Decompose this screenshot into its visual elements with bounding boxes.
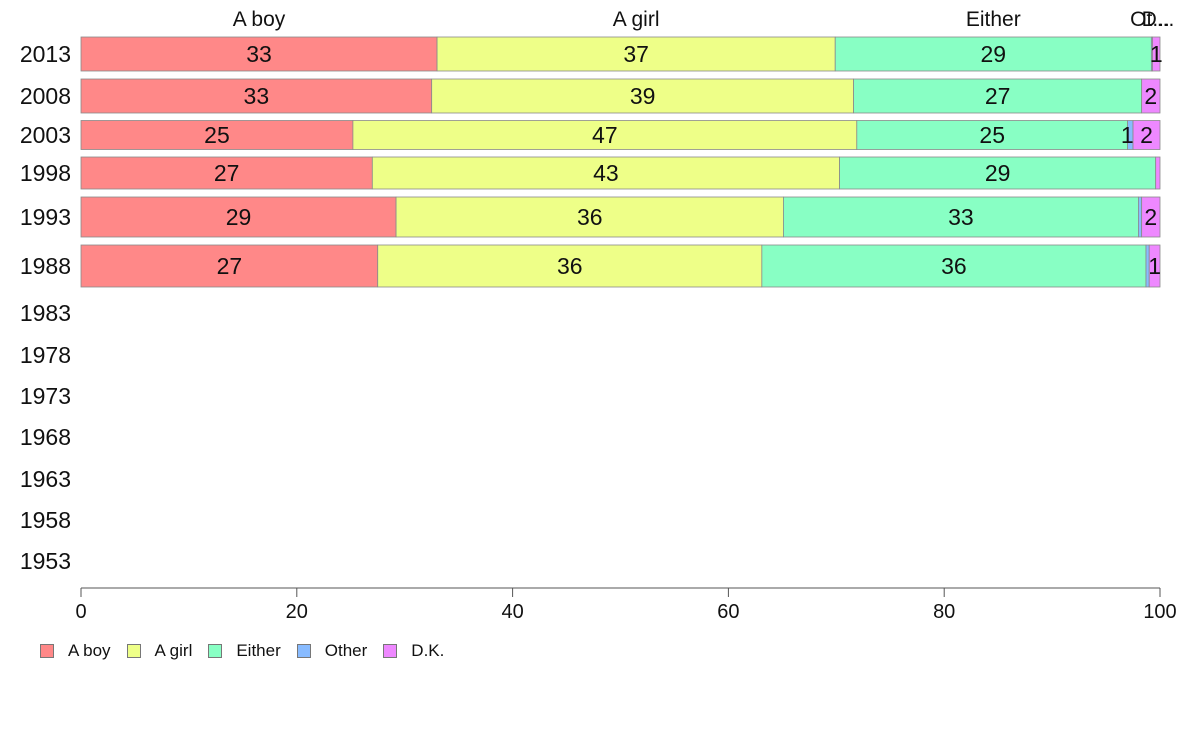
x-tick-label: 80	[933, 601, 955, 623]
bar-segment	[1155, 156, 1161, 190]
bar-segment	[1132, 120, 1161, 150]
data-label: 37	[623, 41, 649, 67]
y-tick-label: 1983	[20, 300, 71, 326]
data-label: 25	[979, 122, 1005, 148]
bar-segment	[377, 244, 763, 288]
bar-segment	[834, 36, 1152, 72]
legend-item: Either	[208, 641, 281, 661]
bar-segment	[371, 156, 840, 190]
y-tick-label: 1993	[20, 204, 71, 230]
data-label: 2	[1144, 204, 1157, 230]
y-tick-label: 2008	[20, 83, 71, 109]
data-label: 33	[246, 41, 272, 67]
data-label: 27	[214, 160, 240, 186]
bar-segment	[80, 244, 379, 288]
bar-segment	[80, 196, 397, 238]
data-label: 1	[1148, 253, 1161, 279]
data-label: 43	[593, 160, 619, 186]
bar-segment	[436, 36, 836, 72]
legend-label: D.K.	[411, 641, 445, 660]
column-header: Ot...	[1130, 8, 1170, 31]
y-tick-label: 1963	[20, 466, 71, 492]
data-label: 25	[204, 122, 230, 148]
y-tick-label: 1958	[20, 507, 71, 533]
data-label: 1	[1150, 41, 1163, 67]
bar-segment	[839, 156, 1157, 190]
data-label: 33	[948, 204, 974, 230]
bar-segment	[80, 78, 433, 114]
bar-segment	[1152, 36, 1161, 72]
column-header: D...	[1142, 8, 1175, 31]
legend-label: A girl	[154, 641, 193, 660]
column-header: A boy	[233, 8, 286, 31]
bar-segment	[80, 156, 373, 190]
y-tick-label: 1968	[20, 424, 71, 450]
x-tick-label: 60	[717, 601, 739, 623]
bar-segment	[395, 196, 784, 238]
bar-segment	[80, 36, 438, 72]
bar-segment	[431, 78, 854, 114]
data-label: 29	[980, 41, 1006, 67]
column-header: Either	[966, 8, 1021, 31]
y-tick-label: 2003	[20, 122, 71, 148]
legend-item: A girl	[126, 641, 193, 661]
bar-segment	[783, 196, 1139, 238]
bar-segment	[80, 120, 354, 150]
bar-segment	[1141, 196, 1161, 238]
legend-swatch	[126, 644, 141, 658]
data-label: 36	[577, 204, 603, 230]
data-label: 27	[217, 253, 243, 279]
legend-swatch	[383, 644, 398, 658]
legend-swatch	[208, 644, 223, 658]
column-header: A girl	[613, 8, 660, 31]
chart-legend: A boy A girl Either Other D.K.	[40, 641, 444, 661]
legend-label: Either	[236, 641, 281, 660]
data-label: 1	[1121, 122, 1134, 148]
x-tick-label: 20	[286, 601, 308, 623]
y-tick-label: 1953	[20, 548, 71, 574]
bar-segment	[853, 78, 1143, 114]
legend-item: Other	[296, 641, 368, 661]
data-label: 2	[1140, 122, 1153, 148]
x-tick-label: 40	[501, 601, 523, 623]
legend-label: A boy	[68, 641, 111, 660]
y-tick-label: 1978	[20, 342, 71, 368]
data-label: 2	[1144, 83, 1157, 109]
bar-segment	[1141, 78, 1161, 114]
legend-item: A boy	[40, 641, 111, 661]
legend-swatch	[296, 644, 311, 658]
legend-swatch	[40, 644, 54, 658]
x-tick-label: 100	[1143, 601, 1176, 623]
data-label: 47	[592, 122, 618, 148]
x-tick-label: 0	[75, 601, 86, 623]
data-label: 36	[557, 253, 583, 279]
y-tick-label: 2013	[20, 41, 71, 67]
y-tick-label: 1973	[20, 383, 71, 409]
data-label: 36	[941, 253, 967, 279]
data-label: 39	[630, 83, 656, 109]
legend-item: D.K.	[383, 641, 444, 661]
data-label: 29	[226, 204, 252, 230]
y-tick-label: 1988	[20, 253, 71, 279]
legend-label: Other	[324, 641, 368, 660]
data-label: 33	[244, 83, 270, 109]
bar-segment	[761, 244, 1147, 288]
bar-segment	[352, 120, 858, 150]
data-label: 29	[985, 160, 1011, 186]
y-tick-label: 1998	[20, 160, 71, 186]
bar-segment	[1138, 196, 1143, 238]
bar-segment	[1148, 244, 1161, 288]
data-label: 27	[985, 83, 1011, 109]
bar-segment	[856, 120, 1129, 150]
